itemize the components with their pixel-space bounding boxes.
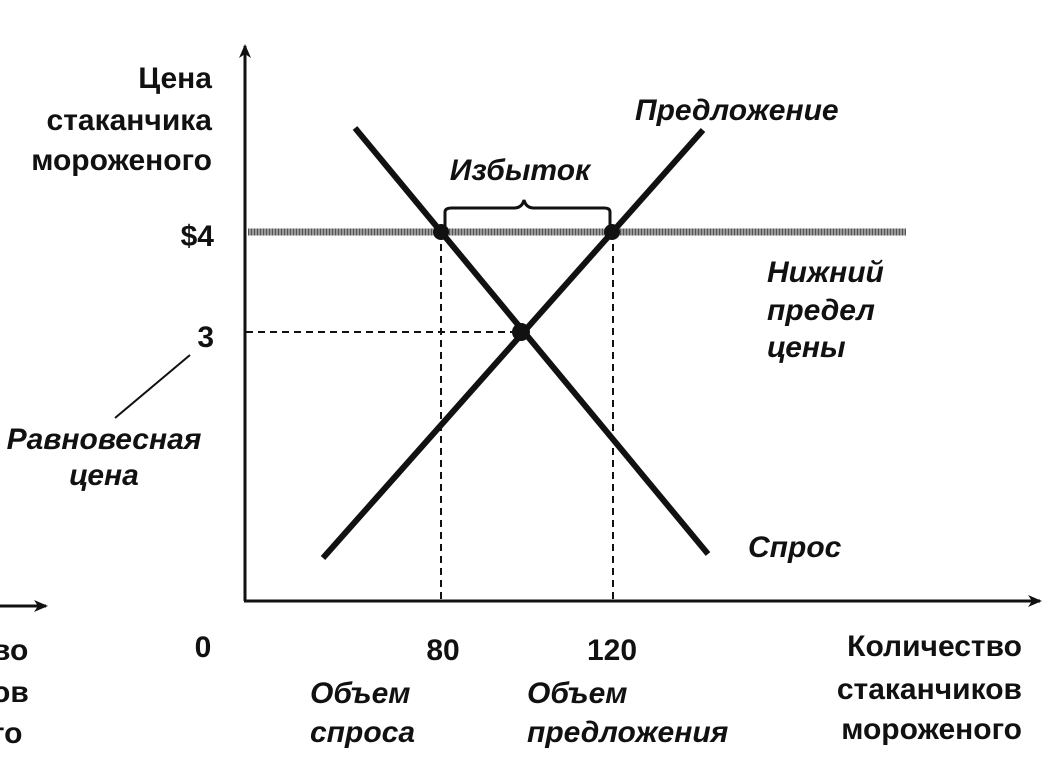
floor-label: Нижний xyxy=(767,256,884,289)
guides xyxy=(246,232,614,600)
equilibrium-label: цена xyxy=(69,459,139,492)
point xyxy=(604,224,620,240)
demand-label: Спрос xyxy=(748,531,842,564)
point xyxy=(512,323,530,341)
fragment-text: го xyxy=(0,717,22,750)
qs-label: Объем xyxy=(527,677,627,710)
x-tick-label: 0 xyxy=(195,631,212,664)
point xyxy=(433,224,449,240)
qd-label: Объем xyxy=(310,677,410,710)
y-tick-label: $4 xyxy=(181,220,215,253)
y-axis-label: мороженого xyxy=(31,144,212,177)
x-tick-label: 80 xyxy=(426,634,459,667)
x-axis-label: Количество xyxy=(847,630,1022,663)
fragment-text: во xyxy=(0,634,28,667)
surplus-label: Избыток xyxy=(450,154,592,187)
qd-label: спроса xyxy=(310,716,415,749)
floor-label: предел xyxy=(767,294,875,327)
surplus-brace xyxy=(443,199,612,226)
supply-label: Предложение xyxy=(635,94,839,127)
y-tick-label: 3 xyxy=(197,321,214,354)
leader-line xyxy=(114,354,191,419)
equilibrium-label: Равновесная xyxy=(7,423,202,456)
fragment-text: ов xyxy=(0,676,29,709)
demand-curve xyxy=(352,126,711,556)
y-axis-label: стаканчика xyxy=(47,104,213,137)
floor-label: цены xyxy=(767,331,846,364)
x-tick-label: 120 xyxy=(587,634,637,667)
y-axis-label: Цена xyxy=(138,62,212,95)
qs-label: предложения xyxy=(527,716,729,749)
supply-curve xyxy=(320,128,706,560)
x-axis-label: стаканчиков xyxy=(837,673,1022,706)
x-axis-label: мороженого xyxy=(841,713,1022,746)
